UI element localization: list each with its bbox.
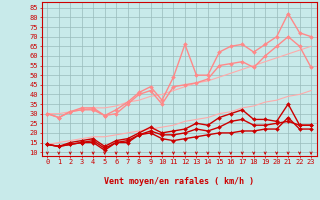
X-axis label: Vent moyen/en rafales ( km/h ): Vent moyen/en rafales ( km/h ) [104, 177, 254, 186]
